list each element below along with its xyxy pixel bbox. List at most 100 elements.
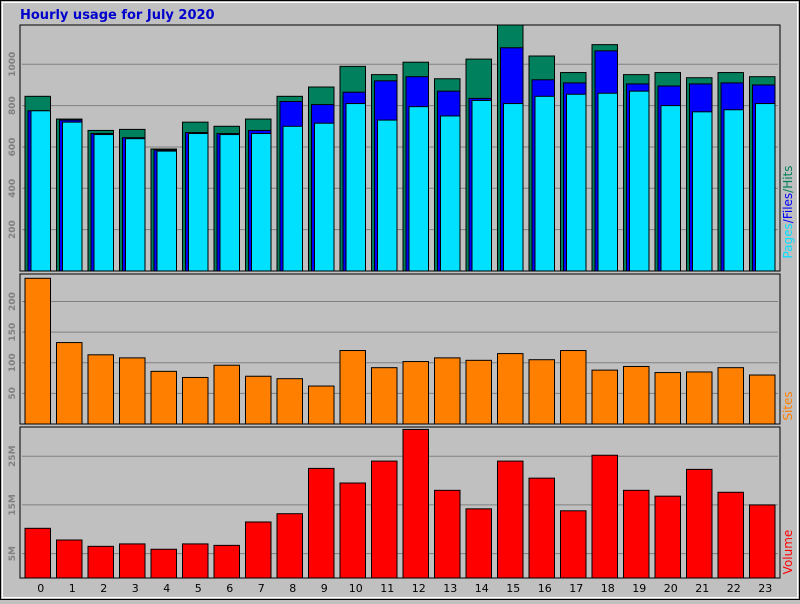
sites-axis-label: Sites	[781, 391, 795, 420]
sites-bar	[528, 359, 555, 425]
sites-bar	[87, 354, 114, 425]
volume-bar	[686, 468, 713, 579]
volume-bar	[245, 521, 272, 579]
pages-bar	[188, 133, 209, 272]
pages-bar	[723, 109, 744, 272]
volume-bar	[56, 539, 83, 579]
pages-files-hits-panel: 200 400 600 800 1000	[8, 24, 781, 272]
pages-bar	[692, 111, 713, 272]
volume-bar	[749, 504, 776, 579]
x-tick-label: 9	[321, 582, 328, 595]
volume-bar	[213, 544, 240, 579]
sites-bar	[182, 376, 209, 425]
volume-bar	[119, 543, 146, 579]
volume-bar	[654, 495, 681, 579]
sites-bar	[686, 371, 713, 425]
sites-bar	[623, 365, 650, 425]
volume-bar	[465, 508, 492, 579]
sites-panel: 50 100 150 200	[8, 273, 781, 425]
x-tick-label: 4	[163, 582, 170, 595]
volume-bar	[402, 428, 429, 579]
sites-bar	[591, 369, 618, 425]
axis-label-part: Files	[781, 193, 795, 219]
pages-bar	[125, 138, 146, 272]
sites-bar	[308, 385, 335, 425]
y-tick-label: 50	[8, 387, 18, 400]
panel-frame	[19, 273, 781, 425]
x-tick-label: 10	[349, 582, 363, 595]
pages-bar	[408, 106, 429, 272]
pages-bar	[503, 103, 524, 272]
sites-bar	[371, 367, 398, 425]
pages-files-hits-axis-label: Pages/Files/Hits	[781, 165, 795, 258]
y-tick-label: 150	[8, 323, 18, 342]
volume-bar	[87, 545, 114, 579]
y-tick-label: 200	[8, 220, 18, 239]
pages-bar	[377, 119, 398, 272]
pages-bar	[471, 99, 492, 272]
pages-bar	[345, 103, 366, 272]
pages-bar	[251, 133, 272, 272]
x-tick-label: 20	[664, 582, 678, 595]
y-tick-label: 400	[8, 179, 18, 198]
x-tick-label: 21	[695, 582, 709, 595]
sites-bar	[119, 357, 146, 425]
sites-bar	[717, 367, 744, 425]
volume-bar	[623, 489, 650, 579]
sites-bar	[749, 374, 776, 425]
volume-bar	[717, 491, 744, 579]
x-tick-label: 15	[506, 582, 520, 595]
pages-bar	[30, 110, 51, 272]
sites-bar	[150, 370, 177, 425]
volume-bar	[339, 482, 366, 579]
volume-bar	[497, 460, 524, 579]
pages-bar	[534, 95, 555, 272]
x-tick-label: 17	[569, 582, 583, 595]
axis-label-part: /	[781, 218, 795, 223]
pages-bar	[156, 150, 177, 272]
sites-bar	[434, 357, 461, 425]
sites-bar	[497, 353, 524, 425]
pages-bar	[660, 105, 681, 272]
pages-bar	[93, 134, 114, 272]
x-tick-label: 12	[412, 582, 426, 595]
volume-bar	[434, 489, 461, 579]
x-tick-label: 6	[226, 582, 233, 595]
sites-bar	[560, 350, 587, 425]
sites-bar	[654, 372, 681, 425]
x-tick-label: 11	[380, 582, 394, 595]
pages-bar	[219, 134, 240, 272]
pages-bar	[282, 125, 303, 272]
x-tick-label: 19	[632, 582, 646, 595]
x-tick-label: 7	[258, 582, 265, 595]
axis-label-part: Pages	[781, 223, 795, 258]
y-tick-label: 200	[8, 292, 18, 311]
y-tick-label: 800	[8, 96, 18, 115]
axis-label-part: Hits	[781, 165, 795, 188]
pages-bar	[440, 115, 461, 272]
chart-title: Hourly usage for July 2020	[20, 8, 215, 23]
sites-bar	[339, 350, 366, 425]
x-tick-label: 22	[727, 582, 741, 595]
pages-bar	[597, 92, 618, 272]
y-tick-label: 100	[8, 353, 18, 372]
y-tick-label: 1000	[8, 52, 18, 77]
pages-bar	[629, 90, 650, 272]
x-tick-label: 2	[100, 582, 107, 595]
x-tick-label: 23	[758, 582, 772, 595]
y-tick-label: 15M	[8, 494, 18, 516]
sites-bar	[465, 359, 492, 425]
volume-bar	[24, 527, 51, 579]
pages-bar	[314, 122, 335, 272]
hour-axis: 0 1 2 3 4 5 6 7 8 9 10 11 12 13 14 15 16 17 18 19 20 21 22 23	[37, 582, 772, 595]
x-tick-label: 16	[538, 582, 552, 595]
x-tick-label: 3	[132, 582, 139, 595]
x-tick-label: 5	[195, 582, 202, 595]
x-tick-label: 0	[37, 582, 44, 595]
volume-panel: 5M 15M 25M	[8, 426, 781, 579]
volume-bar	[528, 477, 555, 579]
axis-label-part: /	[781, 188, 795, 193]
